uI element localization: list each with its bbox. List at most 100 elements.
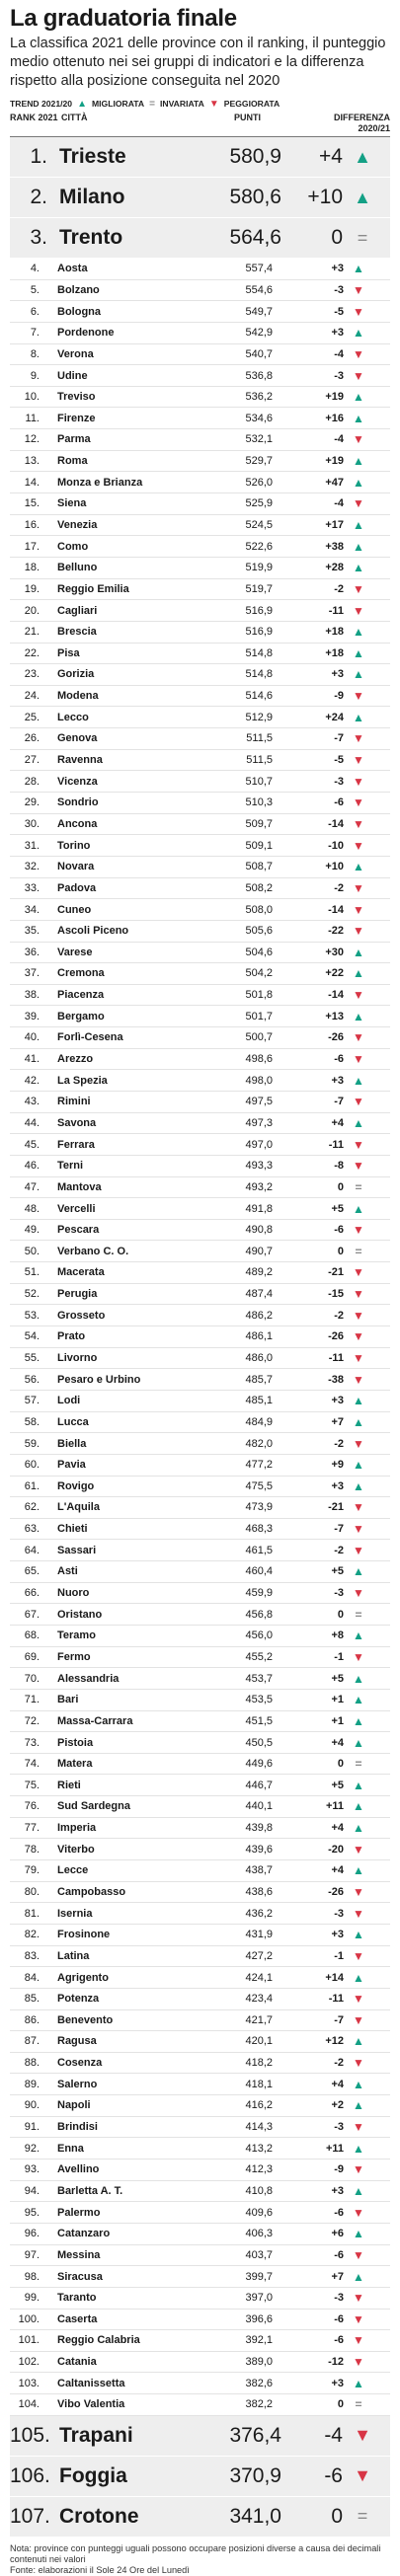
table-row: 104. Vibo Valentia 382,2 0 = — [10, 2394, 390, 2416]
table-row: 48. Vercelli 491,8 +5 ▲ — [10, 1198, 390, 1220]
points-cell: 516,9 — [245, 604, 273, 617]
up-arrow-icon: ▲ — [353, 539, 364, 554]
table-row: 59. Biella 482,0 -2 ▼ — [10, 1433, 390, 1455]
rank-cell: 73. — [24, 1736, 40, 1749]
difference-cell: -6 — [334, 2248, 344, 2261]
points-cell: 423,4 — [245, 1993, 273, 2006]
city-cell: Benevento — [57, 2013, 114, 2026]
difference-cell: -7 — [334, 1096, 344, 1108]
city-cell: Reggio Calabria — [57, 2334, 140, 2347]
difference-cell: 0 — [337, 1180, 344, 1193]
table-row: 61. Rovigo 475,5 +3 ▲ — [10, 1477, 390, 1498]
points-cell: 440,1 — [245, 1800, 273, 1813]
points-cell: 427,2 — [245, 1949, 273, 1962]
points-cell: 580,9 — [229, 145, 281, 168]
rank-cell: 91. — [24, 2121, 40, 2134]
table-row: 66. Nuoro 459,9 -3 ▼ — [10, 1583, 390, 1605]
points-cell: 493,2 — [245, 1180, 273, 1193]
points-cell: 446,7 — [245, 1779, 273, 1791]
up-arrow-icon: ▲ — [354, 187, 371, 207]
city-cell: Brescia — [57, 626, 97, 639]
city-cell: Massa-Carrara — [57, 1714, 133, 1727]
points-cell: 487,4 — [245, 1288, 273, 1301]
rank-cell: 24. — [24, 690, 40, 703]
points-cell: 490,8 — [245, 1224, 273, 1237]
city-cell: Prato — [57, 1330, 86, 1343]
down-arrow-icon: ▼ — [353, 1223, 364, 1238]
city-cell: Modena — [57, 690, 99, 703]
table-row: 71. Bari 453,5 +1 ▲ — [10, 1690, 390, 1711]
rank-cell: 39. — [24, 1010, 40, 1023]
difference-cell: +4 — [331, 1864, 344, 1877]
table-row: 62. L'Aquila 473,9 -21 ▼ — [10, 1497, 390, 1519]
rank-cell: 21. — [24, 626, 40, 639]
points-cell: 522,6 — [245, 540, 273, 553]
rank-cell: 59. — [24, 1437, 40, 1450]
difference-cell: +18 — [325, 646, 344, 659]
table-row: 73. Pistoia 450,5 +4 ▲ — [10, 1732, 390, 1754]
difference-cell: +19 — [325, 455, 344, 468]
difference-cell: +47 — [325, 476, 344, 489]
city-cell: Roma — [57, 455, 88, 468]
city-cell: Trapani — [59, 2423, 133, 2447]
difference-cell: -3 — [334, 1587, 344, 1600]
table-row: 32. Novara 508,7 +10 ▲ — [10, 857, 390, 878]
difference-cell: -15 — [328, 1288, 344, 1301]
rank-cell: 67. — [24, 1608, 40, 1621]
city-cell: Como — [57, 540, 89, 553]
difference-cell: -10 — [328, 839, 344, 852]
table-row: 63. Chieti 468,3 -7 ▼ — [10, 1519, 390, 1541]
up-arrow-icon: ▲ — [353, 2269, 364, 2284]
rank-cell: 70. — [24, 1672, 40, 1685]
difference-cell: +17 — [325, 519, 344, 531]
down-arrow-icon: ▼ — [353, 924, 364, 939]
table-header: RANK 2021 CITTÀ PUNTI DIFFERENZA 2020/21 — [10, 113, 390, 137]
rank-cell: 75. — [24, 1779, 40, 1791]
city-cell: Sassari — [57, 1544, 97, 1556]
city-cell: Sud Sardegna — [57, 1800, 130, 1813]
rank-cell: 42. — [24, 1074, 40, 1087]
difference-cell: -2 — [334, 1437, 344, 1450]
up-arrow-icon: ▲ — [353, 2227, 364, 2241]
up-arrow-icon: ▲ — [353, 1478, 364, 1493]
difference-cell: -6 — [334, 1224, 344, 1237]
table-row: 101. Reggio Calabria 392,1 -6 ▼ — [10, 2330, 390, 2352]
points-cell: 504,2 — [245, 967, 273, 980]
difference-cell: 0 — [337, 1608, 344, 1621]
difference-cell: +3 — [331, 1395, 344, 1407]
difference-cell: -2 — [334, 1309, 344, 1322]
up-arrow-icon: ▲ — [353, 326, 364, 341]
difference-cell: +7 — [331, 1415, 344, 1428]
ranking-table: 1. Trieste 580,9 +4 ▲ 2. Milano 580,6 +10 ▲ 3. Tren… — [10, 137, 390, 2538]
header-difference: DIFFERENZA 2020/21 — [334, 113, 390, 133]
points-cell: 534,6 — [245, 412, 273, 424]
table-row: 87. Ragusa 420,1 +12 ▲ — [10, 2031, 390, 2053]
difference-cell: -14 — [328, 903, 344, 916]
down-arrow-icon: ▼ — [353, 496, 364, 511]
rank-cell: 16. — [24, 519, 40, 531]
points-cell: 413,2 — [245, 2142, 273, 2155]
up-arrow-icon: ▲ — [353, 2183, 364, 2198]
difference-cell: -2 — [334, 1544, 344, 1556]
difference-cell: +11 — [325, 1800, 344, 1813]
difference-cell: -4 — [334, 433, 344, 446]
difference-cell: -14 — [328, 817, 344, 830]
difference-cell: +38 — [325, 540, 344, 553]
down-arrow-icon: ▼ — [353, 1885, 364, 1899]
difference-cell: -14 — [328, 989, 344, 1002]
difference-cell: 0 — [331, 2504, 343, 2528]
up-arrow-icon: ▲ — [353, 1735, 364, 1750]
table-row: 50. Verbano C. O. 490,7 0 = — [10, 1241, 390, 1263]
difference-cell: +5 — [331, 1672, 344, 1685]
city-cell: Parma — [57, 433, 91, 446]
table-row: 9. Udine 536,8 -3 ▼ — [10, 365, 390, 387]
table-row: 82. Frosinone 431,9 +3 ▲ — [10, 1925, 390, 1946]
difference-cell: +3 — [331, 1074, 344, 1087]
rank-cell: 3. — [30, 226, 47, 249]
points-cell: 557,4 — [245, 263, 273, 275]
rank-cell: 41. — [24, 1053, 40, 1066]
rank-cell: 37. — [24, 967, 40, 980]
table-row: 1. Trieste 580,9 +4 ▲ — [10, 137, 390, 178]
rank-cell: 80. — [24, 1886, 40, 1898]
table-row: 17. Como 522,6 +38 ▲ — [10, 536, 390, 558]
